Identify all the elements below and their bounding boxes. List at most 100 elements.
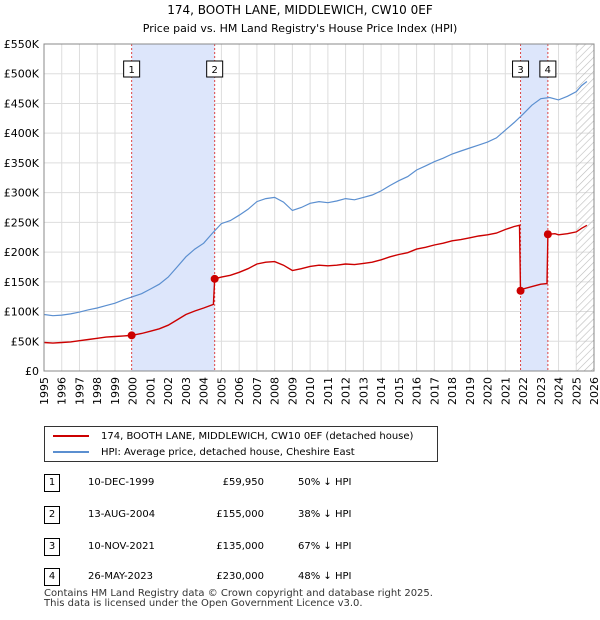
sale-number-badge: 1: [44, 474, 60, 492]
sale-number-label: 4: [545, 65, 551, 76]
sales-table-row: 2 13-AUG-2004 £155,000 38% ↓ HPI: [44, 506, 564, 524]
sale-markers: 1 2 3 4: [123, 60, 557, 340]
x-tick-label: 2002: [162, 377, 175, 405]
footer-copyright: Contains HM Land Registry data © Crown c…: [44, 588, 433, 599]
sale-shading: [131, 44, 594, 371]
axes: £0 £50K £100K £150K £200K £250K £300K £350K £400…: [4, 38, 600, 405]
x-tick-label: 2013: [357, 377, 370, 405]
sale-price: £59,950: [222, 477, 264, 488]
sale-price: £230,000: [216, 571, 264, 582]
x-tick-label: 2012: [340, 377, 353, 405]
y-tick-label: £100K: [4, 306, 40, 319]
chart-title: 174, BOOTH LANE, MIDDLEWICH, CW10 0EF: [167, 3, 433, 17]
x-tick-label: 2026: [588, 377, 600, 405]
legend: 174, BOOTH LANE, MIDDLEWICH, CW10 0EF (d…: [44, 426, 438, 462]
chart-subtitle: Price paid vs. HM Land Registry's House …: [143, 22, 458, 35]
sale-point: [127, 331, 136, 340]
forecast-hatch: [576, 44, 594, 371]
sale-number-label: 1: [128, 65, 134, 76]
x-tick-label: 2014: [375, 377, 388, 405]
legend-property-label: 174, BOOTH LANE, MIDDLEWICH, CW10 0EF (d…: [101, 431, 414, 442]
sale-hpi-diff: 38% ↓ HPI: [298, 509, 352, 520]
series-lines: [44, 81, 588, 344]
x-tick-label: 2000: [127, 377, 140, 405]
y-tick-label: £550K: [4, 38, 40, 51]
y-tick-label: £150K: [4, 276, 40, 289]
sale-hpi-diff: 48% ↓ HPI: [298, 571, 352, 582]
sale-number-badge: 3: [44, 538, 60, 556]
sale-date: 13-AUG-2004: [88, 509, 156, 520]
sale-number-badge: 4: [44, 568, 60, 586]
y-tick-label: £0: [25, 365, 39, 378]
x-tick-label: 2021: [499, 377, 512, 405]
x-tick-label: 2022: [517, 377, 530, 405]
x-tick-label: 2009: [286, 377, 299, 405]
sale-hpi-diff: 50% ↓ HPI: [298, 477, 352, 488]
sale-price: £155,000: [216, 509, 264, 520]
sale-number-label: 3: [517, 65, 523, 76]
sale-number-box: [206, 60, 224, 78]
sale-date: 10-DEC-1999: [88, 477, 155, 488]
sale-period-shading: [520, 44, 548, 371]
x-tick-label: 1999: [109, 377, 122, 405]
y-tick-label: £50K: [11, 335, 40, 348]
y-tick-label: £350K: [4, 157, 40, 170]
x-tick-label: 2003: [180, 377, 193, 405]
x-tick-label: 2010: [304, 377, 317, 405]
sale-date: 26-MAY-2023: [88, 571, 154, 582]
x-tick-label: 2018: [446, 377, 459, 405]
footer-licence: This data is licensed under the Open Gov…: [44, 598, 363, 609]
x-tick-label: 1997: [73, 377, 86, 405]
sale-number-box: [539, 60, 557, 78]
sale-point: [516, 286, 525, 295]
x-tick-label: 2015: [393, 377, 406, 405]
legend-hpi-label: HPI: Average price, detached house, Ches…: [101, 447, 355, 458]
y-tick-label: £200K: [4, 246, 40, 259]
y-tick-label: £400K: [4, 127, 40, 140]
sale-number-badge: 2: [44, 506, 60, 524]
x-tick-label: 2005: [215, 377, 228, 405]
x-tick-label: 2008: [269, 377, 282, 405]
x-tick-label: 2019: [464, 377, 477, 405]
x-tick-label: 2007: [251, 377, 264, 405]
sale-number-box: [123, 60, 141, 78]
hpi-line: [44, 81, 588, 317]
sales-table-row: 1 10-DEC-1999 £59,950 50% ↓ HPI: [44, 474, 564, 492]
x-tick-label: 2024: [553, 377, 566, 405]
y-tick-label: £250K: [4, 216, 40, 229]
x-tick-label: 2017: [428, 377, 441, 405]
y-tick-label: £300K: [4, 187, 40, 200]
sale-period-shading: [131, 44, 215, 371]
sale-date: 10-NOV-2021: [88, 541, 155, 552]
x-tick-label: 2023: [535, 377, 548, 405]
x-tick-label: 1996: [56, 377, 69, 405]
x-tick-label: 1998: [91, 377, 104, 405]
y-tick-label: £500K: [4, 68, 40, 81]
sale-hpi-diff: 67% ↓ HPI: [298, 541, 352, 552]
plot-frame: [43, 43, 595, 372]
sales-table-row: 4 26-MAY-2023 £230,000 48% ↓ HPI: [44, 568, 564, 586]
x-tick-label: 2001: [144, 377, 157, 405]
x-tick-label: 2006: [233, 377, 246, 405]
y-tick-label: £450K: [4, 97, 40, 110]
x-tick-label: 2004: [198, 377, 211, 405]
property-price-line: [44, 224, 588, 344]
property-line-swatch: [53, 435, 89, 437]
sale-price: £135,000: [216, 541, 264, 552]
x-tick-label: 2011: [322, 377, 335, 405]
plot-background: [44, 44, 594, 371]
x-tick-label: 2020: [482, 377, 495, 405]
price-chart: 174, BOOTH LANE, MIDDLEWICH, CW10 0EF Pr…: [4, 3, 600, 405]
legend-item-hpi: HPI: Average price, detached house, Ches…: [53, 445, 355, 461]
sale-point: [210, 274, 219, 283]
sale-number-box: [512, 60, 530, 78]
x-tick-label: 2025: [570, 377, 583, 405]
grid: [43, 43, 595, 372]
x-tick-label: 2016: [411, 377, 424, 405]
sale-point: [543, 230, 552, 239]
sales-table-row: 3 10-NOV-2021 £135,000 67% ↓ HPI: [44, 538, 564, 556]
footer: Contains HM Land Registry data © Crown c…: [44, 589, 433, 609]
x-tick-label: 1995: [38, 377, 51, 405]
legend-item-property: 174, BOOTH LANE, MIDDLEWICH, CW10 0EF (d…: [53, 429, 413, 445]
sale-number-label: 2: [211, 65, 217, 76]
